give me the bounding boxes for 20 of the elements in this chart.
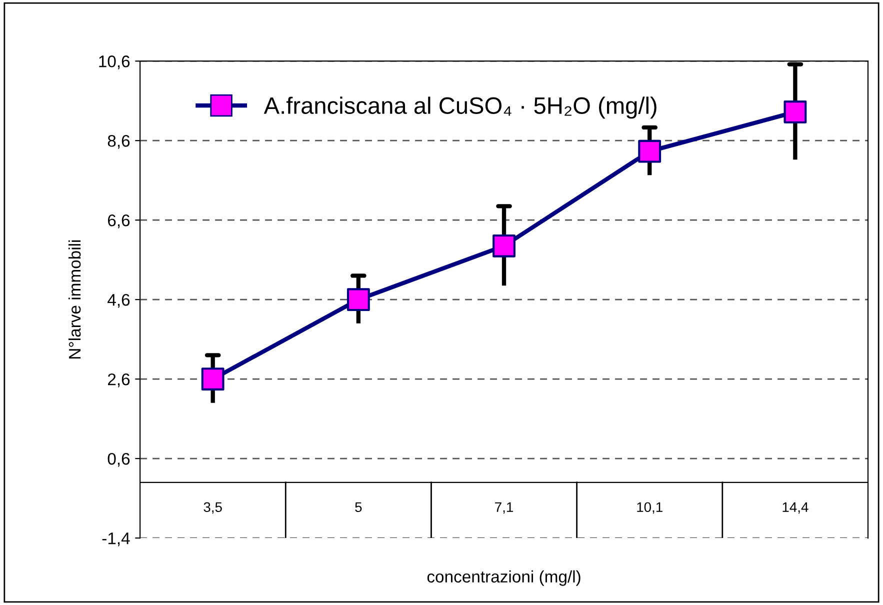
x-tick-label: 14,4 <box>782 502 808 514</box>
x-axis-title: concentrazioni (mg/l) <box>427 570 580 586</box>
y-axis-title: N°larve immobili <box>68 240 81 358</box>
y-tick-label: -1,4 <box>102 532 130 546</box>
y-tick-label: 2,6 <box>108 373 130 388</box>
x-tick-label: 5 <box>355 502 362 512</box>
y-tick-label: 6,6 <box>108 214 130 228</box>
point <box>638 140 662 163</box>
y-tick-label: 8,6 <box>108 134 130 149</box>
y-tick-label: 0,6 <box>108 452 130 467</box>
point <box>784 100 807 124</box>
y-tick-label: 10,6 <box>99 56 130 70</box>
x-tick-label: 10,1 <box>637 502 662 514</box>
point <box>346 288 370 312</box>
x-tick-label: 3,5 <box>204 502 222 514</box>
legend-label: A.franciscana al CuSO₄ · 5H₂O (mg/l) <box>264 96 656 119</box>
y-tick-label: 4,6 <box>108 294 130 308</box>
point <box>492 234 516 258</box>
x-tick-label: 7,1 <box>495 502 513 514</box>
point <box>201 368 224 391</box>
